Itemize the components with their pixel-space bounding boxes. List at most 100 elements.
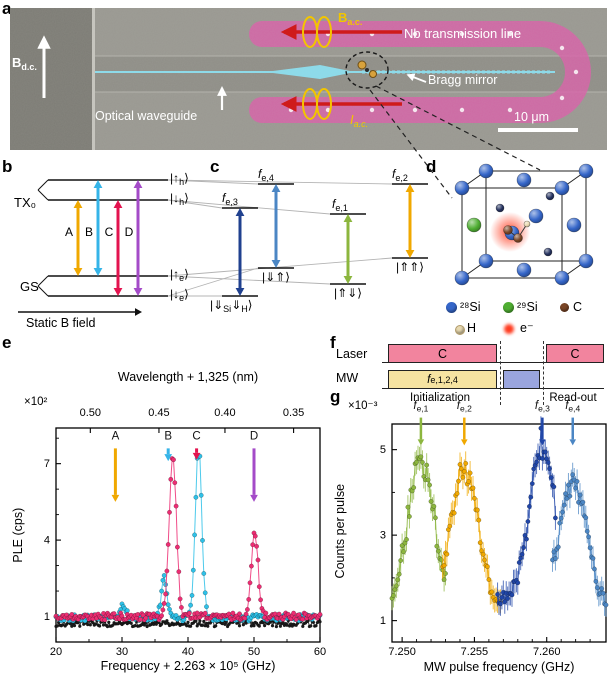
b-ac-sub: a.c. bbox=[347, 17, 363, 27]
data-point bbox=[204, 604, 209, 610]
annotation-label: B bbox=[164, 430, 172, 442]
data-point bbox=[255, 557, 261, 563]
bragg-pointer-arrow bbox=[406, 73, 427, 83]
annotation-arrow bbox=[460, 417, 468, 446]
state-up-e: |↑e⟩ bbox=[170, 267, 189, 283]
data-point bbox=[486, 577, 492, 583]
data-point bbox=[529, 481, 535, 487]
annotation-label: fe,4 bbox=[565, 400, 580, 414]
split-fan bbox=[37, 285, 49, 297]
data-point bbox=[257, 624, 262, 628]
data-point bbox=[528, 494, 534, 500]
optical-waveguide-label: Optical waveguide bbox=[95, 109, 198, 123]
data-point bbox=[230, 610, 236, 616]
polygon-shape bbox=[271, 184, 281, 192]
ket-text: ⟩ bbox=[184, 267, 189, 281]
data-point bbox=[425, 477, 431, 483]
static-b-axis-arrow bbox=[18, 308, 142, 316]
series-line bbox=[55, 457, 321, 622]
y-tick-label: 1 bbox=[380, 615, 386, 627]
polygon-shape bbox=[111, 494, 120, 502]
data-point bbox=[188, 624, 193, 629]
fe3-arrow bbox=[235, 208, 245, 296]
data-point bbox=[477, 540, 483, 546]
data-point bbox=[160, 577, 166, 583]
polygon-shape bbox=[250, 494, 258, 502]
data-point bbox=[196, 622, 201, 626]
data-point bbox=[424, 462, 430, 468]
si29-legend-label: ²⁹Si bbox=[517, 300, 538, 314]
data-point bbox=[428, 498, 434, 504]
data-point bbox=[587, 545, 593, 551]
data-point bbox=[206, 624, 210, 629]
g-x-axis-title: MW pulse frequency (GHz) bbox=[423, 660, 575, 674]
ket-sub: e bbox=[179, 273, 185, 283]
data-point bbox=[521, 545, 527, 551]
data-point bbox=[509, 592, 515, 598]
data-point bbox=[418, 454, 424, 460]
data-point bbox=[399, 543, 405, 549]
i-ac-main: I bbox=[350, 112, 354, 127]
ket-text: ⇓ bbox=[231, 298, 242, 312]
f-sub: e,1 bbox=[335, 203, 348, 213]
si28-legend-label: ²⁸Si bbox=[460, 300, 481, 314]
ket-text: |↑ bbox=[170, 171, 180, 185]
y-tick-label: 7 bbox=[44, 458, 50, 470]
data-point bbox=[154, 622, 159, 626]
data-point bbox=[427, 482, 433, 488]
odmr-chart: 7.250 7.255 7.260 1 3 5 fe,1 fe,2 fe,3 fe,4 bbox=[380, 400, 609, 658]
data-point bbox=[515, 580, 521, 586]
polygon-shape bbox=[164, 454, 173, 462]
e-x-axis-title: Frequency + 2.263 × 10⁵ (GHz) bbox=[100, 659, 276, 673]
polygon-shape bbox=[73, 268, 83, 276]
fe3-label: fe,3 bbox=[222, 191, 238, 207]
f-main: f bbox=[332, 197, 336, 211]
annotation-arrow bbox=[192, 448, 201, 460]
ket-text: ⟩ bbox=[247, 298, 253, 312]
y-tick-label: 3 bbox=[380, 530, 386, 542]
b-dc-sub: d.c. bbox=[21, 62, 37, 72]
scalebar-label: 10 μm bbox=[514, 110, 549, 124]
data-point bbox=[165, 602, 171, 608]
data-point bbox=[580, 499, 586, 505]
data-point bbox=[484, 564, 490, 570]
data-point bbox=[193, 494, 199, 500]
si28-atom bbox=[554, 270, 570, 286]
polygon-shape bbox=[133, 180, 143, 188]
annotation-label: fe,3 bbox=[535, 400, 550, 414]
data-point bbox=[557, 520, 563, 526]
data-point bbox=[476, 517, 482, 523]
data-point bbox=[539, 456, 545, 461]
mw-row-label: MW bbox=[336, 371, 359, 385]
x-tick-label: 40 bbox=[182, 646, 194, 658]
data-point bbox=[78, 624, 82, 628]
data-point bbox=[309, 624, 313, 628]
data-point bbox=[480, 551, 486, 557]
panel-b-label: b bbox=[2, 157, 13, 176]
polygon-shape bbox=[93, 268, 103, 276]
data-point bbox=[401, 549, 407, 555]
fe4-label: fe,4 bbox=[258, 167, 274, 183]
data-point bbox=[252, 623, 256, 628]
data-point bbox=[178, 604, 184, 610]
state-down-e: |↓e⟩ bbox=[170, 287, 189, 303]
si28-atom bbox=[516, 172, 532, 188]
pulse-label: C bbox=[437, 346, 448, 361]
split-fan bbox=[37, 179, 49, 191]
top-tick-label: 0.50 bbox=[80, 407, 101, 419]
data-point bbox=[202, 619, 206, 624]
data-point bbox=[518, 555, 524, 561]
data-point bbox=[563, 491, 568, 497]
data-point bbox=[241, 622, 246, 627]
electron-legend-dot bbox=[504, 324, 514, 334]
phase-readout-label: Read-out bbox=[549, 392, 597, 404]
data-point bbox=[457, 462, 463, 467]
hyperfine-connector bbox=[167, 179, 393, 185]
data-point bbox=[200, 537, 205, 543]
data-point bbox=[143, 615, 149, 621]
data-point bbox=[163, 591, 169, 597]
hyperfine-connector bbox=[167, 257, 393, 277]
transition-b-arrow bbox=[93, 180, 103, 276]
polygon-shape bbox=[539, 439, 546, 446]
gold-particle bbox=[357, 60, 367, 70]
